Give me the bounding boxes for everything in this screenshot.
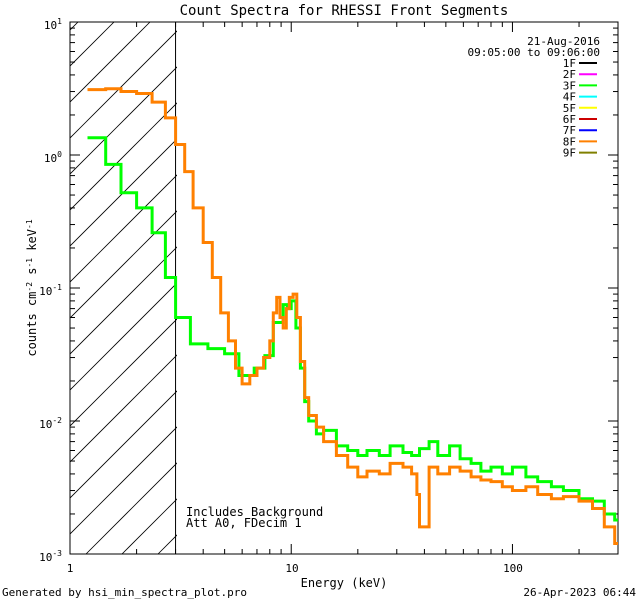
hatch-line (70, 246, 177, 355)
x-tick-label-1: 1 (67, 562, 74, 575)
chart-title: Count Spectra for RHESSI Front Segments (180, 3, 509, 19)
legend-label-9F: 9F (563, 147, 576, 160)
legend-label-3F: 3F (563, 79, 576, 92)
hatch-line (70, 22, 151, 103)
legend-label-1F: 1F (563, 57, 576, 70)
x-axis-label: Energy (keV) (301, 576, 388, 590)
y-tick-label-1e-2: 10-2 (39, 416, 62, 431)
legend-label-8F: 8F (563, 135, 576, 148)
series-3F-line (87, 136, 618, 522)
annotation-attenuator: Att A0, FDecim 1 (186, 516, 302, 530)
legend-label-2F: 2F (563, 68, 576, 81)
footer-generated-by: Generated by hsi_min_spectra_plot.pro (2, 586, 247, 599)
series-lines (87, 87, 618, 545)
series-8F-line (87, 87, 618, 545)
legend-label-7F: 7F (563, 124, 576, 137)
annotation-background: Includes Background (186, 505, 323, 519)
hatch-line (70, 210, 177, 319)
axis-ticks (69, 21, 619, 555)
x-tick-label-100: 100 (503, 562, 523, 575)
hatch-line (70, 426, 177, 535)
legend-label-5F: 5F (563, 102, 576, 115)
legend-label-6F: 6F (563, 113, 576, 126)
hatch-line (70, 66, 177, 175)
footer-render-date: 26-Apr-2023 06:44 (523, 586, 636, 599)
y-tick-label-1e0: 100 (44, 150, 62, 165)
y-tick-label-1e-1: 10-1 (39, 283, 62, 298)
hatch-line (70, 390, 177, 499)
hatch-line (70, 174, 177, 283)
legend-time-range: 09:05:00 to 09:06:00 (468, 46, 600, 59)
y-tick-label-1e-3: 10-3 (39, 549, 62, 564)
x-tick-label-10: 10 (285, 562, 298, 575)
legend-label-4F: 4F (563, 91, 576, 104)
y-tick-label-1e1: 101 (44, 17, 62, 32)
legend-date: 21-Aug-2016 (527, 35, 600, 48)
y-axis-label: counts cm-2 s-1 keV-1 (25, 219, 40, 356)
plot-area (69, 21, 619, 555)
